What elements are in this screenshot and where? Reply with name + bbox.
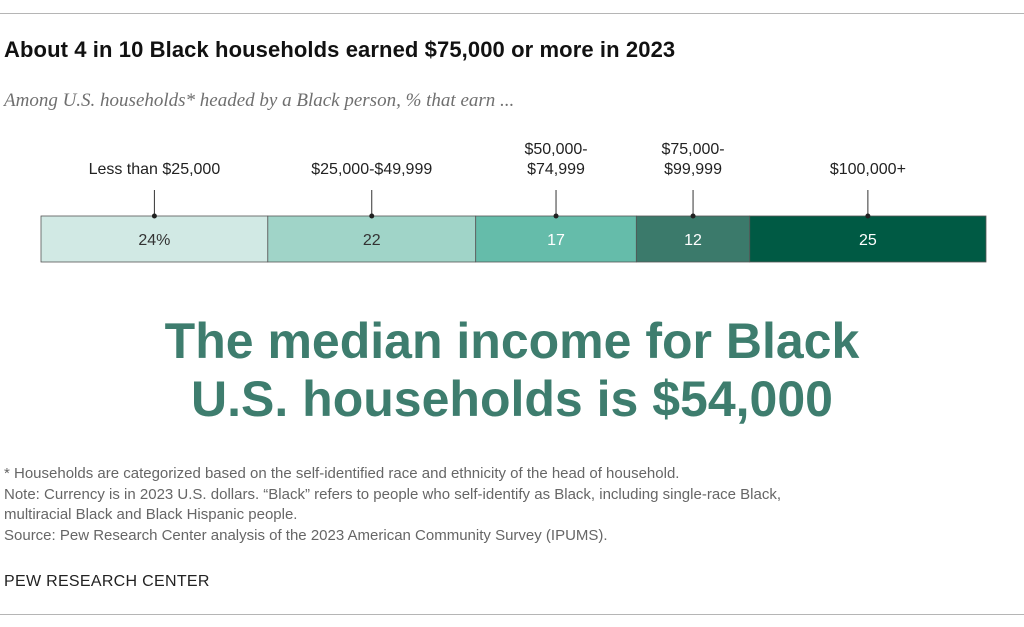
- bottom-rule: [0, 614, 1024, 615]
- bar-value-label-3: 12: [684, 232, 702, 249]
- note-line-2: multiracial Black and Black Hispanic peo…: [4, 506, 298, 523]
- bar-segment-1: [267, 215, 477, 263]
- headline-line-2: U.S. households is $54,000: [191, 371, 833, 427]
- pew-research-center-logo: PEW RESEARCH CENTER: [4, 573, 210, 590]
- category-label-3: $75,000-$99,999: [661, 141, 724, 178]
- bar-value-label-1: 22: [363, 232, 381, 249]
- leader-dot-1: [369, 213, 375, 219]
- category-label-4: $100,000+: [830, 161, 906, 178]
- note-line-1: Note: Currency is in 2023 U.S. dollars. …: [4, 485, 782, 503]
- stacked-bar-chart: 24% Less than $25,000 22 $25,000-$49,999 17 $…: [40, 141, 987, 263]
- leader-dot-2: [553, 213, 559, 219]
- category-label-2: $50,000-$74,999: [524, 141, 587, 178]
- bar-value-label-4: 25: [859, 232, 877, 249]
- median-income-headline: The median income for Black U.S. househo…: [0, 312, 1024, 428]
- footnote: * Households are categorized based on th…: [4, 465, 680, 482]
- bar-value-label-0: 24%: [138, 232, 170, 249]
- bar-segment-2: [475, 215, 637, 263]
- leader-dot-4: [865, 213, 871, 219]
- bar-segment-3: [635, 215, 751, 263]
- leader-dot-0: [151, 213, 157, 219]
- chart-title: About 4 in 10 Black households earned $7…: [4, 37, 676, 62]
- headline-line-1: The median income for Black: [164, 313, 860, 369]
- chart-notes: * Households are categorized based on th…: [4, 464, 1014, 546]
- top-rule: [0, 13, 1024, 14]
- category-label-0: Less than $25,000: [89, 161, 221, 178]
- leader-dot-3: [690, 213, 696, 219]
- bar-segment-4: [749, 215, 987, 263]
- bar-segment-0: [40, 215, 269, 263]
- category-label-1: $25,000-$49,999: [311, 161, 432, 178]
- source-note: Source: Pew Research Center analysis of …: [4, 526, 608, 544]
- bar-value-label-2: 17: [547, 232, 565, 249]
- chart-subtitle: Among U.S. households* headed by a Black…: [4, 90, 515, 111]
